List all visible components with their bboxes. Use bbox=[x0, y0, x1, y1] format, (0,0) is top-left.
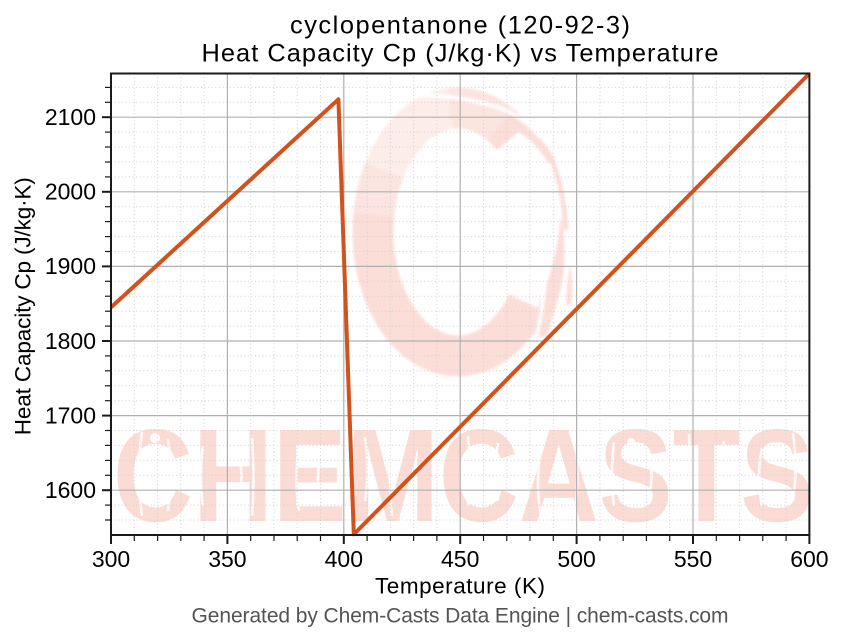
svg-text:350: 350 bbox=[208, 546, 246, 572]
svg-text:300: 300 bbox=[92, 546, 130, 572]
svg-text:cyclopentanone (120-92-3): cyclopentanone (120-92-3) bbox=[290, 12, 630, 40]
svg-text:Generated by Chem-Casts Data E: Generated by Chem-Casts Data Engine | ch… bbox=[192, 605, 729, 628]
svg-text:450: 450 bbox=[441, 546, 479, 572]
svg-text:1600: 1600 bbox=[45, 477, 96, 503]
svg-text:Heat Capacity Cp (J/kg·K): Heat Capacity Cp (J/kg·K) bbox=[11, 177, 36, 435]
svg-text:Temperature (K): Temperature (K) bbox=[375, 574, 545, 599]
svg-text:Heat Capacity Cp (J/kg·K) vs T: Heat Capacity Cp (J/kg·K) vs Temperature bbox=[202, 40, 719, 68]
svg-text:550: 550 bbox=[674, 546, 712, 572]
svg-text:2100: 2100 bbox=[45, 104, 96, 130]
svg-text:2000: 2000 bbox=[45, 179, 96, 205]
svg-text:1800: 1800 bbox=[45, 328, 96, 354]
svg-text:500: 500 bbox=[557, 546, 595, 572]
svg-text:400: 400 bbox=[325, 546, 363, 572]
svg-text:600: 600 bbox=[790, 546, 828, 572]
svg-text:1700: 1700 bbox=[45, 402, 96, 428]
svg-text:1900: 1900 bbox=[45, 253, 96, 279]
